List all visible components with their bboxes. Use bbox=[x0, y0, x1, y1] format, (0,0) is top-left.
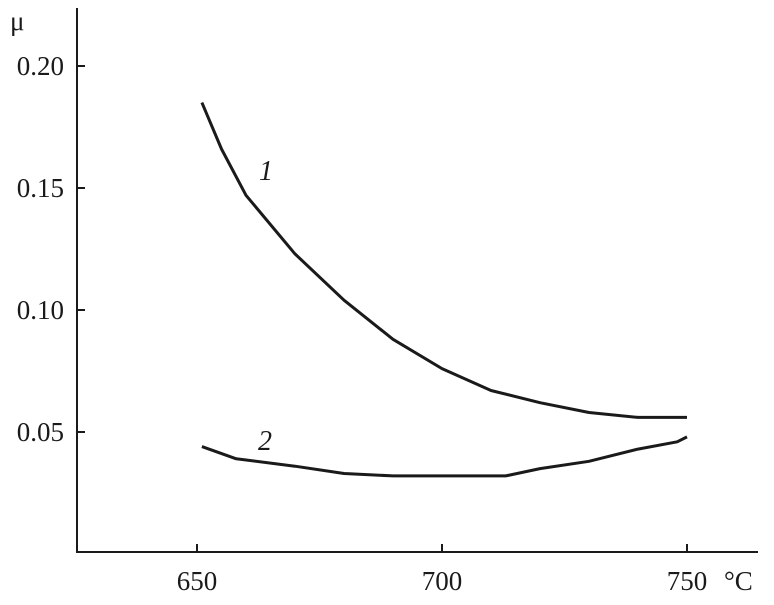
series-line-2 bbox=[201, 435, 688, 478]
x-tick-label: 650 bbox=[177, 566, 218, 596]
y-tick-label: 0.05 bbox=[17, 417, 64, 447]
y-axis-label: μ bbox=[10, 6, 24, 36]
x-axis-label: °C bbox=[724, 566, 753, 596]
series-line-1 bbox=[200, 102, 687, 419]
y-tick-label: 0.20 bbox=[17, 51, 64, 81]
x-tick-label: 750 bbox=[667, 566, 708, 596]
series-label-1: 1 bbox=[259, 156, 273, 187]
x-tick-label: 700 bbox=[422, 566, 463, 596]
series-label-2: 2 bbox=[258, 426, 272, 457]
y-tick-label: 0.15 bbox=[17, 173, 64, 203]
y-tick-label: 0.10 bbox=[17, 295, 64, 325]
